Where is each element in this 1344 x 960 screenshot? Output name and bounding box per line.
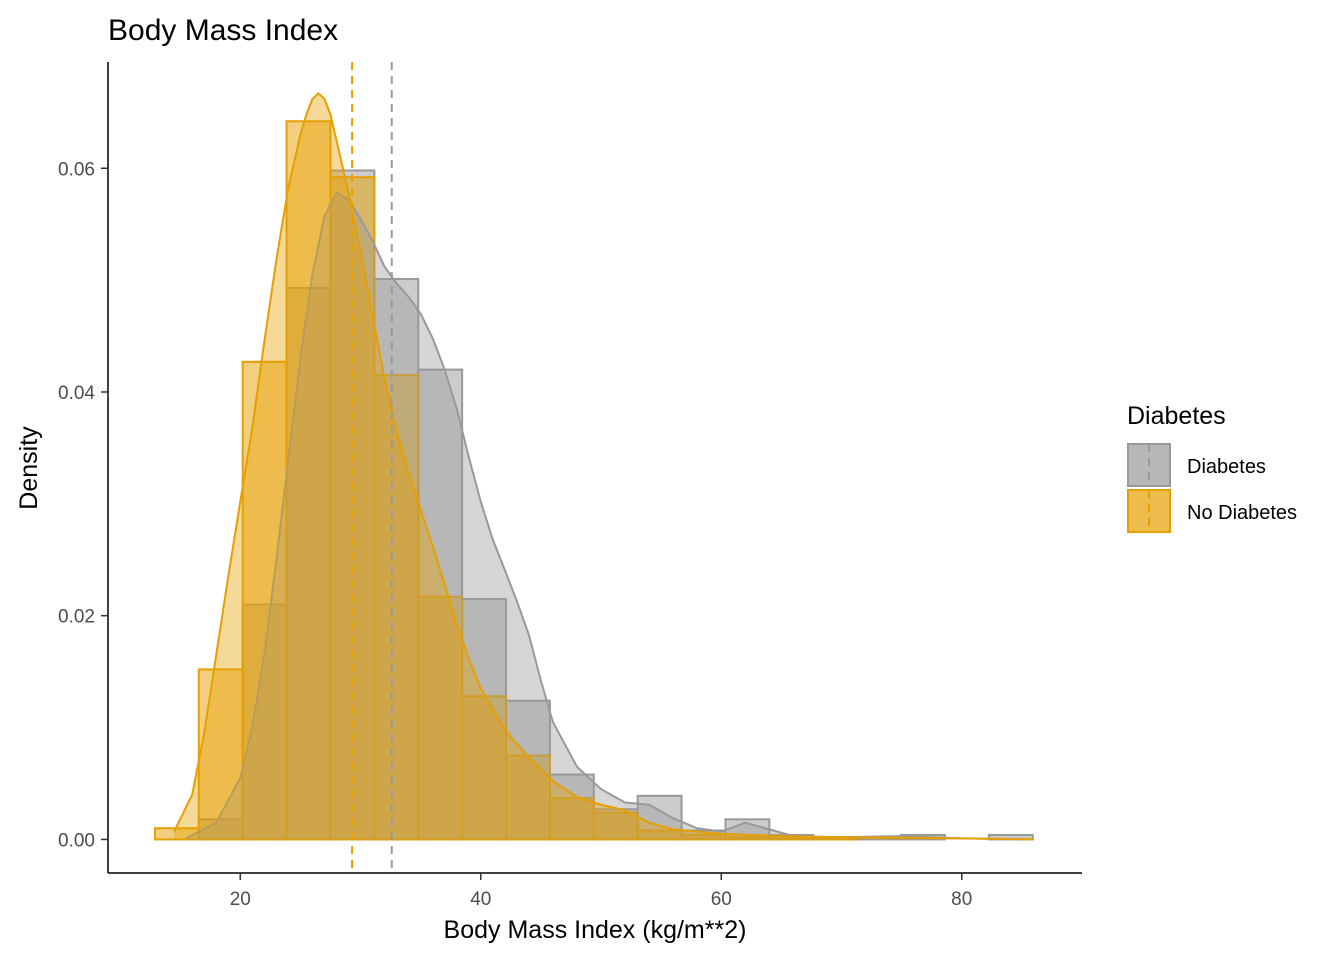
density-line <box>173 91 1034 841</box>
y-tick-label: 0.02 <box>58 607 95 628</box>
density-area <box>186 192 1034 840</box>
density-no-diabetes <box>173 91 1034 841</box>
legend-key-diabetes <box>1127 443 1171 487</box>
histogram-bar <box>592 811 639 841</box>
legend-key-no-diabetes <box>1127 489 1171 533</box>
legend-label: Diabetes <box>1187 456 1266 478</box>
histogram-bar <box>285 120 332 841</box>
density-area <box>174 93 1034 840</box>
x-axis-title: Body Mass Index (kg/m**2) <box>444 916 747 944</box>
x-tick-label: 60 <box>711 889 732 910</box>
histogram-bar <box>197 668 244 841</box>
legend: Diabetes Diabetes No Diabetes <box>1127 402 1297 533</box>
histogram-bar <box>812 837 859 841</box>
histogram-bar <box>373 374 420 841</box>
plot-area <box>153 62 1034 873</box>
density-line <box>185 191 1034 841</box>
density-diabetes <box>185 191 1034 841</box>
y-tick-label: 0.00 <box>58 830 95 851</box>
y-tick-label: 0.06 <box>58 159 95 180</box>
axes: 20 40 60 80 0.00 0.02 0.04 0.06 <box>58 62 1082 910</box>
y-tick-label: 0.04 <box>58 383 95 404</box>
chart-title: Body Mass Index <box>108 14 338 47</box>
legend-label: No Diabetes <box>1187 502 1297 524</box>
histogram-bar <box>417 595 464 841</box>
y-axis-title: Density <box>15 426 43 510</box>
x-tick-label: 80 <box>951 889 972 910</box>
x-tick-label: 40 <box>470 889 491 910</box>
x-tick-label: 20 <box>230 889 251 910</box>
legend-title: Diabetes <box>1127 402 1226 430</box>
